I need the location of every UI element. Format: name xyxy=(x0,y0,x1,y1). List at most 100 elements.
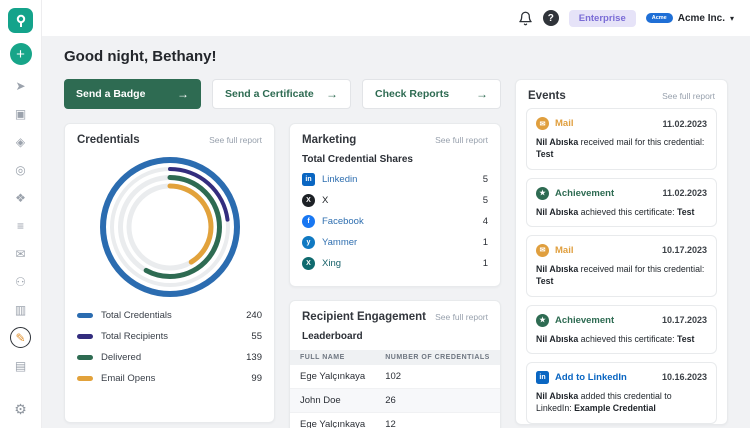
achievement-icon: ★ xyxy=(536,313,549,327)
event-description: Nil Abıska received mail for this creden… xyxy=(536,263,707,288)
event-description: Nil Abıska received mail for this creden… xyxy=(536,136,707,161)
sidebar-item-users[interactable]: ⚇ xyxy=(10,271,31,292)
sidebar-item-shield[interactable]: ◈ xyxy=(10,131,31,152)
send-badge-label: Send a Badge xyxy=(76,88,146,100)
create-button[interactable]: + xyxy=(9,43,32,65)
id-badge-icon: ▤ xyxy=(14,358,27,373)
event-description: Nil Abıska added this credential to Link… xyxy=(536,390,707,415)
event-item[interactable]: ✉ Mail 10.17.2023 Nil Abıska received ma… xyxy=(526,234,717,297)
share-count: 1 xyxy=(482,237,488,248)
event-item[interactable]: ✉ Mail 11.02.2023 Nil Abıska received ma… xyxy=(526,108,717,170)
arrow-right-icon: → xyxy=(177,87,189,101)
pin-icon xyxy=(16,14,25,27)
column-header-credentials: NUMBER OF CREDENTIALS xyxy=(375,350,500,365)
marketing-card: Marketing See full report Total Credenti… xyxy=(289,123,501,287)
engagement-see-full-report-link[interactable]: See full report xyxy=(435,312,488,322)
credential-name: Test xyxy=(536,149,554,160)
event-description: Nil Abıska achieved this certificate: Te… xyxy=(536,333,707,345)
sidebar-item-id-badge[interactable]: ▤ xyxy=(10,355,31,376)
marketing-row: y Yammer 1 xyxy=(302,236,488,249)
legend-label: Total Credentials xyxy=(101,310,172,321)
mail-icon: ✉ xyxy=(536,117,549,130)
network-label[interactable]: Yammer xyxy=(322,237,358,248)
column-header-full-name: FULL NAME xyxy=(290,350,376,365)
org-selector[interactable]: Acme Acme Inc. ▾ xyxy=(645,13,734,24)
network-label[interactable]: X xyxy=(322,195,329,206)
marketing-title: Marketing xyxy=(302,134,357,146)
marketing-subtitle: Total Credential Shares xyxy=(302,154,413,165)
content-area: Good night, Bethany! Send a Badge → Send… xyxy=(42,36,750,428)
leaderboard-table: FULL NAME NUMBER OF CREDENTIALS Ege Yalç… xyxy=(290,350,500,428)
sidebar-item-send[interactable]: ➤ xyxy=(10,75,31,96)
sidebar-item-puzzle[interactable]: ❖ xyxy=(10,187,31,208)
credentials-see-full-report-link[interactable]: See full report xyxy=(209,135,262,145)
app-logo[interactable] xyxy=(8,8,33,33)
event-text: added this credential to LinkedIn: xyxy=(536,390,672,414)
pencil-icon: ✎ xyxy=(15,330,26,345)
sidebar-item-list[interactable]: ≡ xyxy=(10,215,31,236)
mail-icon: ✉ xyxy=(15,246,26,261)
legend-swatch xyxy=(77,376,93,381)
check-reports-button[interactable]: Check Reports → xyxy=(362,79,501,109)
send-certificate-button[interactable]: Send a Certificate → xyxy=(212,79,351,109)
legend-label: Email Opens xyxy=(101,373,156,384)
legend-label: Total Recipients xyxy=(101,331,169,342)
events-card: Events See full report ✉ Mail 11.02.2023… xyxy=(515,79,728,425)
list-icon: ≡ xyxy=(16,218,24,233)
send-badge-button[interactable]: Send a Badge → xyxy=(64,79,201,109)
facebook-icon: f xyxy=(302,215,315,228)
main-column: ? Enterprise Acme Acme Inc. ▾ Good night… xyxy=(42,0,750,428)
legend-item: Total Recipients 55 xyxy=(77,331,262,342)
shield-icon: ◈ xyxy=(15,134,26,149)
recipient-name: Nil Abıska xyxy=(536,263,579,274)
table-row: Ege Yalçınkaya 12 xyxy=(290,412,500,428)
puzzle-icon: ❖ xyxy=(15,190,26,205)
sidebar-item-mail[interactable]: ✉ xyxy=(10,243,31,264)
left-column: Send a Badge → Send a Certificate → Chec… xyxy=(64,79,501,428)
target-icon: ◎ xyxy=(15,162,26,177)
mail-icon: ✉ xyxy=(536,243,549,257)
events-list: ✉ Mail 11.02.2023 Nil Abıska received ma… xyxy=(516,108,727,424)
marketing-see-full-report-link[interactable]: See full report xyxy=(435,135,488,145)
sidebar-item-box[interactable]: ▣ xyxy=(10,103,31,124)
share-count: 1 xyxy=(482,258,488,269)
event-description: Nil Abıska achieved this certificate: Te… xyxy=(536,206,707,218)
network-label[interactable]: Xing xyxy=(322,258,342,269)
event-date: 11.02.2023 xyxy=(662,118,707,129)
leaderboard-count: 12 xyxy=(375,412,500,428)
leaderboard-name: Ege Yalçınkaya xyxy=(290,412,376,428)
marketing-row: in Linkedin 5 xyxy=(302,173,488,186)
legend-value: 99 xyxy=(251,373,262,384)
event-item[interactable]: ★ Achievement 11.02.2023 Nil Abıska achi… xyxy=(526,177,717,227)
question-icon: ? xyxy=(547,12,554,24)
sidebar-item-chart[interactable]: ▥ xyxy=(10,299,31,320)
leaderboard-count: 26 xyxy=(375,388,500,413)
sidebar-item-pencil[interactable]: ✎ xyxy=(10,327,31,348)
events-title: Events xyxy=(528,90,566,102)
leaderboard-name: Ege Yalçınkaya xyxy=(290,365,376,389)
arrow-right-icon: → xyxy=(476,87,488,101)
marketing-row: X X 5 xyxy=(302,194,488,207)
achievement-icon: ★ xyxy=(536,186,549,200)
notifications-button[interactable] xyxy=(518,11,533,26)
credentials-card: Credentials See full report xyxy=(64,123,275,423)
network-label[interactable]: Linkedin xyxy=(322,174,358,185)
events-see-full-report-link[interactable]: See full report xyxy=(662,91,715,101)
event-item[interactable]: in Add to LinkedIn 10.16.2023 Nil Abıska… xyxy=(526,361,717,424)
linkedin-icon: in xyxy=(302,173,315,186)
event-date: 11.02.2023 xyxy=(662,188,707,199)
box-icon: ▣ xyxy=(14,106,27,121)
quick-actions: Send a Badge → Send a Certificate → Chec… xyxy=(64,79,501,109)
event-item[interactable]: ★ Achievement 10.17.2023 Nil Abıska achi… xyxy=(526,304,717,354)
marketing-list: in Linkedin 5 X X 5 xyxy=(290,173,500,286)
sidebar-item-target[interactable]: ◎ xyxy=(10,159,31,180)
middle-column: Marketing See full report Total Credenti… xyxy=(289,123,501,428)
gear-icon: ⚙ xyxy=(14,401,27,417)
help-button[interactable]: ? xyxy=(542,10,559,26)
sidebar-nav: ➤ ▣ ◈ ◎ ❖ ≡ ✉ ⚇ ▥ ✎ ▤ xyxy=(10,75,31,376)
share-count: 4 xyxy=(482,216,488,227)
event-type-label: Achievement xyxy=(555,187,615,199)
settings-button[interactable]: ⚙ xyxy=(14,401,27,418)
network-label[interactable]: Facebook xyxy=(322,216,364,227)
